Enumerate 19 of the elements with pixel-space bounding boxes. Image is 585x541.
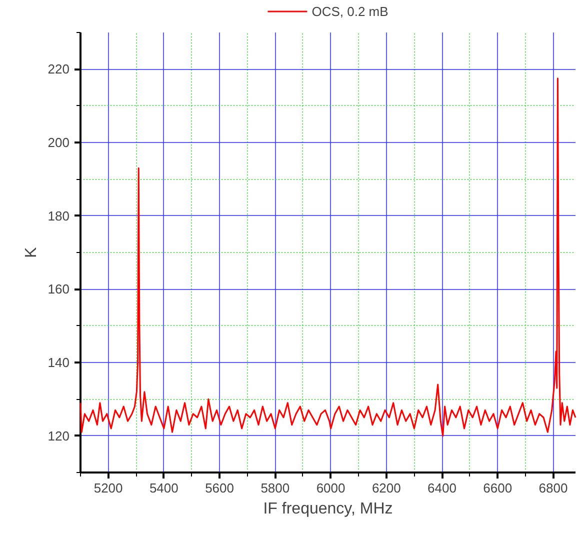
- x-tick-label: 5400: [149, 480, 178, 496]
- x-tick-label: 5600: [205, 480, 234, 496]
- x-tick-label: 6000: [316, 480, 346, 496]
- x-tick-label: 6800: [538, 480, 568, 496]
- x-axis-title: IF frequency, MHz: [263, 500, 393, 518]
- x-tick-label: 6200: [372, 480, 401, 496]
- x-tick-label: 6400: [428, 480, 456, 496]
- legend-label: OCS, 0.2 mB: [312, 4, 388, 18]
- x-tick-label: 6600: [483, 480, 512, 496]
- y-tick-label: 220: [48, 62, 70, 77]
- y-axis-title: K: [22, 246, 40, 258]
- line-series: [80, 78, 576, 437]
- x-tick-label: 5200: [94, 480, 123, 496]
- y-tick-label: 120: [48, 428, 70, 444]
- y-tick-label: 180: [48, 208, 70, 224]
- x-tick-label: 5800: [260, 480, 290, 496]
- y-tick-label: 200: [48, 135, 70, 150]
- y-tick-label: 140: [48, 355, 70, 370]
- y-tick-label: 160: [48, 282, 70, 297]
